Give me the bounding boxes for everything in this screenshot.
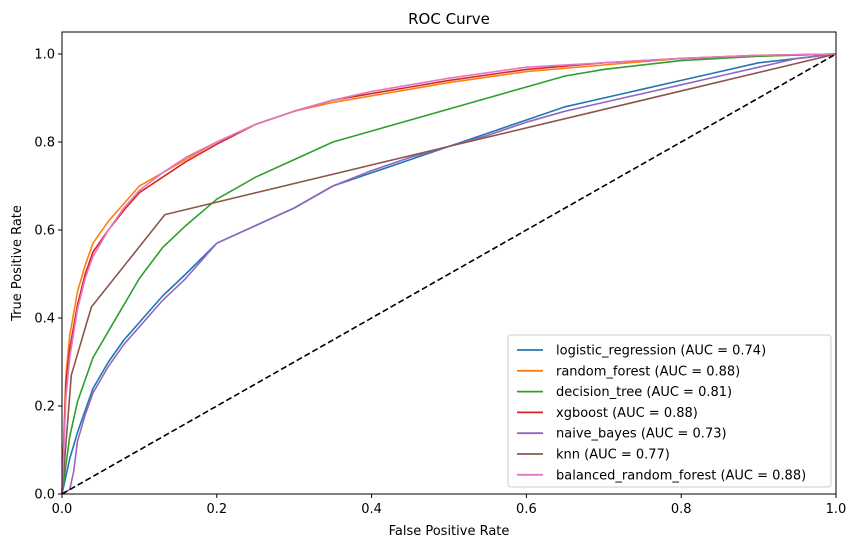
legend-box	[507, 334, 832, 488]
x-axis-label: False Positive Rate	[389, 524, 510, 539]
y-tick-label: 0.6	[34, 224, 55, 239]
legend-label: logistic_regression (AUC = 0.74)	[556, 344, 766, 359]
y-axis-label: True Positive Rate	[10, 205, 25, 322]
legend-label: knn (AUC = 0.77)	[556, 448, 670, 463]
y-axis: 0.0 0.2 0.4 0.6 0.8 1.0	[34, 48, 62, 503]
legend: logistic_regression (AUC = 0.74) random_f…	[507, 334, 832, 488]
x-tick-label: 0.0	[52, 502, 73, 517]
series-line-4	[61, 53, 837, 495]
legend-label: decision_tree (AUC = 0.81)	[556, 385, 732, 400]
reference-diagonal-line	[61, 53, 837, 495]
x-tick-label: 0.4	[361, 502, 382, 517]
x-tick-label: 0.8	[671, 502, 692, 517]
y-tick-label: 0.4	[34, 312, 55, 327]
x-tick-label: 0.6	[516, 502, 537, 517]
y-tick-label: 1.0	[34, 48, 55, 63]
series-layer	[61, 53, 837, 495]
series-line-6	[61, 53, 837, 495]
legend-label: random_forest (AUC = 0.88)	[556, 364, 740, 379]
chart-title: ROC Curve	[408, 10, 490, 28]
plot-frame	[61, 31, 837, 495]
series-line-2	[61, 53, 837, 495]
reference-layer	[61, 53, 837, 495]
series-line-3	[61, 53, 837, 495]
x-axis: 0.0 0.2 0.4 0.6 0.8 1.0	[52, 494, 847, 517]
x-tick-label: 1.0	[826, 502, 847, 517]
series-line-5	[61, 53, 837, 495]
legend-label: naive_bayes (AUC = 0.73)	[556, 427, 727, 442]
x-tick-label: 0.2	[206, 502, 227, 517]
y-tick-label: 0.0	[34, 488, 55, 503]
legend-label: balanced_random_forest (AUC = 0.88)	[556, 468, 806, 483]
y-tick-label: 0.2	[34, 400, 55, 415]
legend-label: xgboost (AUC = 0.88)	[556, 406, 698, 421]
y-tick-label: 0.8	[34, 136, 55, 151]
